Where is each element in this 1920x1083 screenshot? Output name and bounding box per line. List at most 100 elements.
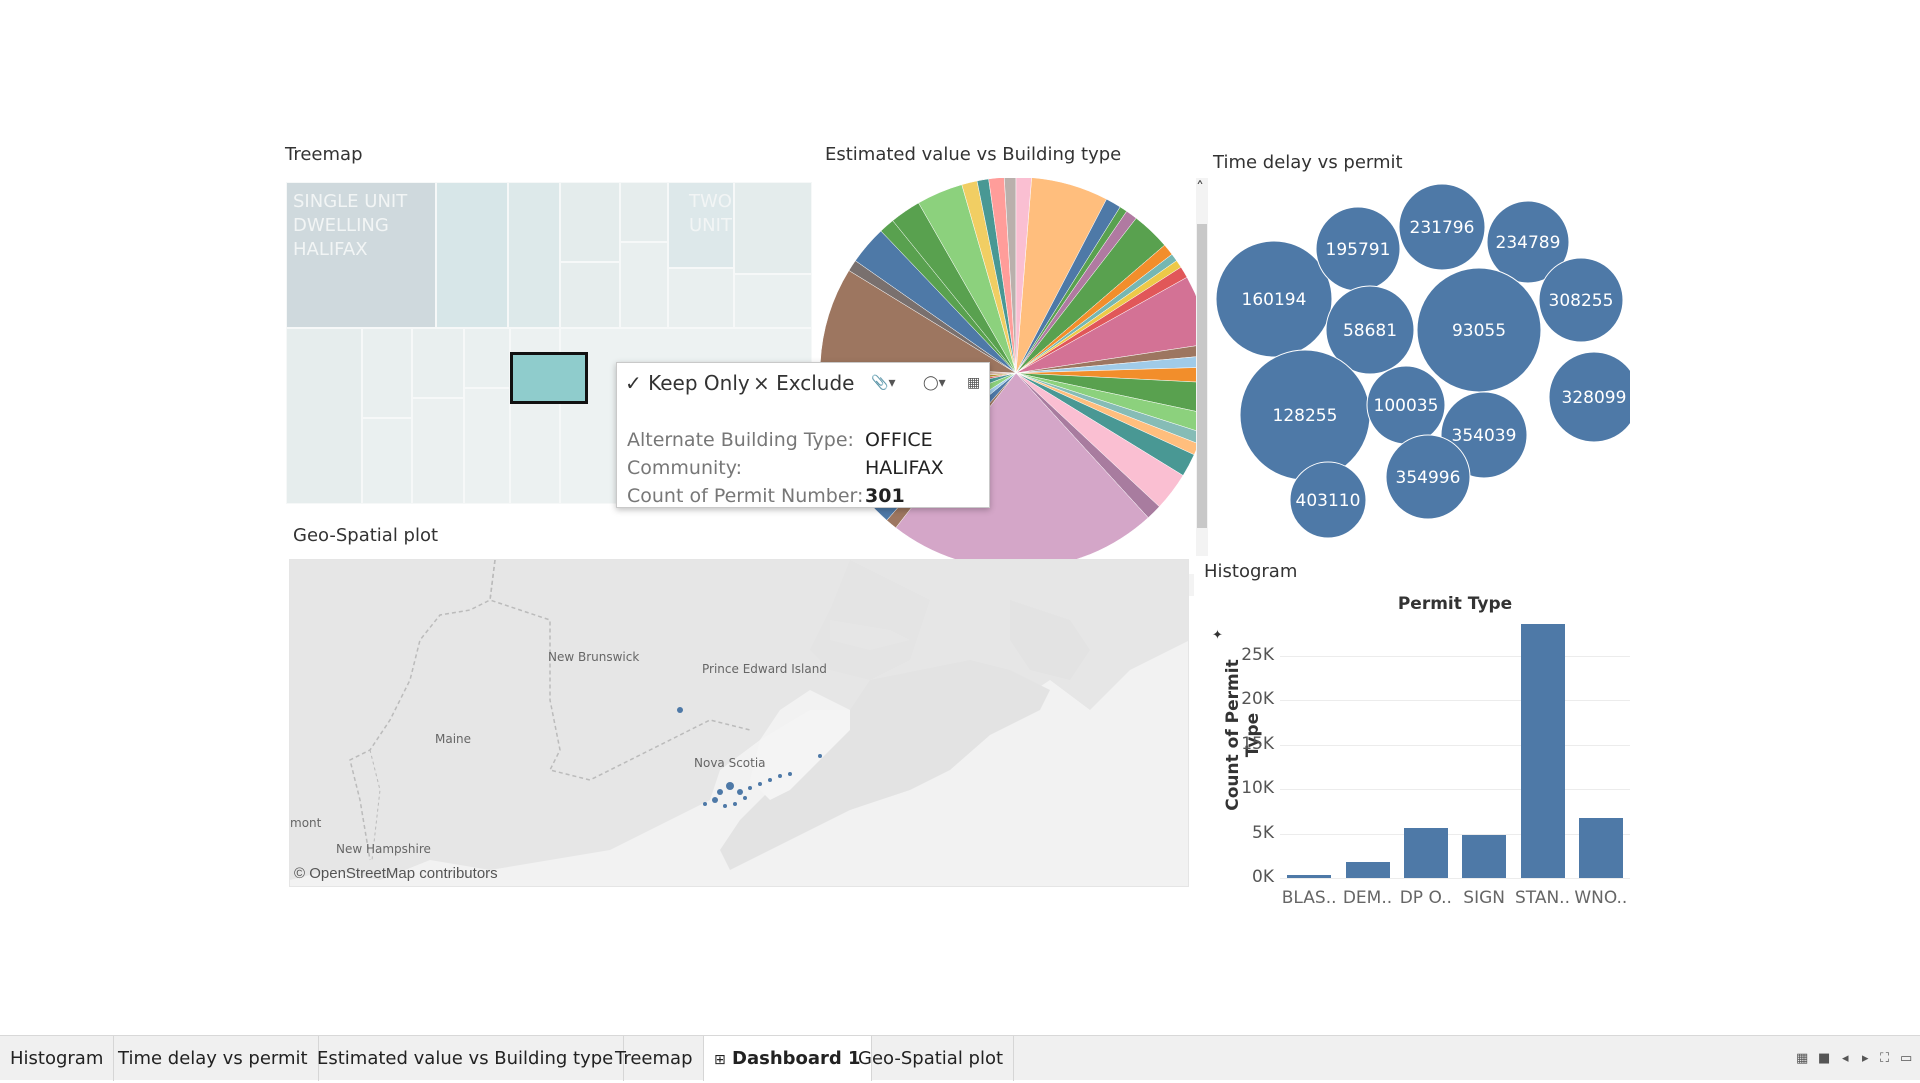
map-point[interactable] xyxy=(677,707,683,713)
map-point[interactable] xyxy=(768,778,772,782)
map-point[interactable] xyxy=(737,789,743,795)
histogram-bar[interactable] xyxy=(1287,875,1332,878)
map-point[interactable] xyxy=(726,782,734,790)
treemap-cell[interactable] xyxy=(508,182,560,328)
bubble-chart[interactable]: 160194 195791 231796 234789 58681 93055 308255… xyxy=(1200,175,1630,560)
treemap-cell[interactable] xyxy=(734,274,812,328)
bubble[interactable] xyxy=(1538,257,1624,343)
treemap-cell-two-unit[interactable] xyxy=(668,182,734,268)
treemap-cell[interactable] xyxy=(668,268,734,328)
map-point[interactable] xyxy=(717,789,723,795)
fullscreen-icon[interactable]: ⛶ xyxy=(1880,1051,1890,1066)
cape-breton-land xyxy=(1010,600,1090,680)
keep-only-button[interactable]: ✓ Keep Only xyxy=(625,371,750,395)
tab-dashboard-1-label: Dashboard 1 xyxy=(732,1048,861,1069)
treemap-cell-office-selected[interactable] xyxy=(510,352,588,404)
pie-slice[interactable] xyxy=(1015,178,1032,374)
treemap-chart[interactable]: SINGLE UNIT DWELLING HALIFAX TWO UNIT xyxy=(286,182,812,504)
map-point[interactable] xyxy=(818,754,822,758)
treemap-cell[interactable] xyxy=(734,182,812,274)
create-set-button[interactable]: ◯▾ xyxy=(923,375,946,391)
scroll-up-icon[interactable]: ˄ xyxy=(1196,178,1204,197)
tab-geo-spatial-plot[interactable]: Geo-Spatial plot xyxy=(848,1036,1015,1081)
presentation-icon[interactable]: ▭ xyxy=(1900,1051,1913,1066)
sort-icon[interactable]: ✦ xyxy=(1212,628,1223,643)
treemap-cell[interactable] xyxy=(464,328,510,388)
treemap-cell[interactable] xyxy=(464,388,510,504)
treemap-cell[interactable] xyxy=(560,262,620,328)
treemap-cell[interactable] xyxy=(362,328,412,418)
tooltip-label-community: Community: xyxy=(627,457,742,479)
histogram-bar[interactable] xyxy=(1520,624,1565,878)
group-members-button[interactable]: 📎▾ xyxy=(871,375,896,391)
map-point[interactable] xyxy=(723,804,727,808)
map-point[interactable] xyxy=(743,796,747,800)
bubble[interactable] xyxy=(1289,461,1367,539)
map-label-maine: Maine xyxy=(435,732,472,746)
tab-dashboard-1[interactable]: ⊞ Dashboard 1 xyxy=(704,1036,872,1081)
pie-vertical-scroll-thumb[interactable] xyxy=(1197,224,1207,528)
geo-spatial-map[interactable]: New Brunswick Prince Edward Island Maine… xyxy=(289,559,1189,887)
tooltip-value-building-type: OFFICE xyxy=(865,429,933,451)
tab-histogram[interactable]: Histogram xyxy=(0,1036,115,1081)
map-point[interactable] xyxy=(748,786,752,790)
set-icon: ◯ xyxy=(923,375,939,391)
treemap-cell[interactable] xyxy=(286,328,362,504)
histogram-chart-title: Permit Type xyxy=(1397,594,1513,614)
treemap-cell[interactable] xyxy=(412,398,464,504)
treemap-cell-single-unit[interactable] xyxy=(286,182,436,328)
treemap-cell[interactable] xyxy=(436,182,508,328)
treemap-cell[interactable] xyxy=(560,182,620,262)
histogram-bar[interactable] xyxy=(1578,818,1623,878)
map-points[interactable] xyxy=(290,560,1189,887)
pie-slice[interactable] xyxy=(1015,344,1196,374)
pie-slice[interactable] xyxy=(820,270,1017,374)
show-tabs-icon[interactable]: ■ xyxy=(1818,1051,1831,1066)
bubble[interactable] xyxy=(1548,351,1630,443)
dashboard-icon: ⊞ xyxy=(714,1052,726,1068)
histogram-chart[interactable]: 0K 5K 10K 15K 20K 25K BLAS.. DEM.. DP O.. SIGN STA… xyxy=(1241,600,1640,908)
bubble[interactable] xyxy=(1385,434,1471,520)
pie-slice[interactable] xyxy=(1015,367,1196,383)
map-point[interactable] xyxy=(758,782,762,786)
treemap-cell[interactable] xyxy=(620,242,668,328)
tooltip-value-count: 301 xyxy=(865,485,905,507)
previous-sheet-icon[interactable]: ◂ xyxy=(1842,1051,1849,1066)
bubble-label: 403110 xyxy=(1296,491,1361,511)
tab-estimated-value-vs-building-type[interactable]: Estimated value vs Building type xyxy=(307,1036,625,1081)
treemap-cell[interactable] xyxy=(362,418,412,504)
pie-slice[interactable] xyxy=(1015,372,1196,414)
map-point[interactable] xyxy=(778,774,782,778)
bubble[interactable] xyxy=(1325,285,1415,375)
treemap-cell[interactable] xyxy=(412,328,464,398)
pie-slice[interactable] xyxy=(1004,178,1017,374)
bubble-label: 231796 xyxy=(1410,218,1475,238)
show-filmstrip-icon[interactable]: ▦ xyxy=(1796,1051,1809,1066)
view-data-button[interactable]: ▦ xyxy=(967,375,980,391)
map-label-pei: Prince Edward Island xyxy=(702,662,827,676)
map-point[interactable] xyxy=(788,772,792,776)
bubble-label: 93055 xyxy=(1452,321,1506,341)
pie-slice[interactable] xyxy=(988,178,1017,374)
map-point[interactable] xyxy=(733,802,737,806)
tab-treemap[interactable]: Treemap xyxy=(605,1036,704,1081)
pie-vertical-scrollbar[interactable]: ˄ xyxy=(1196,178,1208,556)
peninsula-land xyxy=(810,560,930,680)
bubble-label: 354996 xyxy=(1396,468,1461,488)
exclude-button[interactable]: × Exclude xyxy=(753,371,854,395)
map-point[interactable] xyxy=(712,797,718,803)
map-point[interactable] xyxy=(703,802,707,806)
histogram-bar[interactable] xyxy=(1345,861,1390,878)
pie-slice[interactable] xyxy=(1015,276,1196,374)
exclude-label: Exclude xyxy=(776,371,855,395)
nh-border xyxy=(369,749,381,861)
histogram-bar[interactable] xyxy=(1462,835,1507,878)
bubble[interactable] xyxy=(1486,200,1570,284)
tab-time-delay-vs-permit[interactable]: Time delay vs permit xyxy=(108,1036,319,1081)
treemap-cell[interactable] xyxy=(620,182,668,242)
bubble[interactable] xyxy=(1398,183,1486,271)
histogram-bar[interactable] xyxy=(1403,828,1448,878)
province-border xyxy=(489,560,751,781)
bubble[interactable] xyxy=(1215,240,1333,358)
next-sheet-icon[interactable]: ▸ xyxy=(1862,1051,1869,1066)
